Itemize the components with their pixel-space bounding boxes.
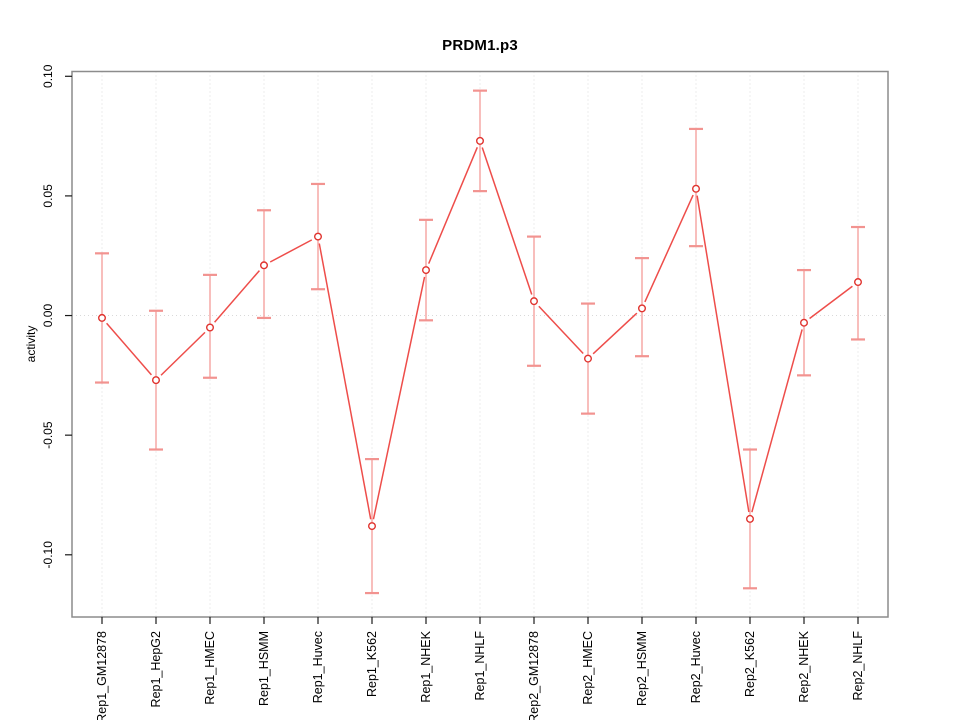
x-tick-label: Rep1_HSMM [257, 631, 271, 706]
y-tick-label: 0.10 [41, 64, 55, 88]
x-tick-label: Rep2_HSMM [635, 631, 649, 706]
y-tick-label: -0.05 [41, 421, 55, 449]
x-tick-label: Rep1_GM12878 [95, 631, 109, 720]
data-point [260, 261, 269, 270]
x-tick-label: Rep1_HMEC [203, 631, 217, 705]
data-point [746, 514, 755, 523]
x-tick-label: Rep1_NHEK [419, 630, 433, 702]
data-point [854, 278, 863, 287]
x-tick-label: Rep2_K562 [743, 631, 757, 697]
data-point [800, 318, 809, 327]
series-line [106, 147, 853, 520]
data-point [151, 376, 160, 385]
data-point [422, 266, 431, 275]
y-axis: -0.10 -0.05 0.00 0.05 0.10 [41, 64, 72, 568]
x-tick-label: Rep2_NHLF [851, 631, 865, 701]
data-point [97, 313, 106, 322]
y-tick-label: 0.05 [41, 184, 55, 208]
x-tick-label: Rep2_GM12878 [527, 631, 541, 720]
y-tick-label: -0.10 [41, 541, 55, 569]
x-tick-label: Rep2_Huvec [689, 631, 703, 703]
data-point [584, 354, 593, 363]
x-tick-label: Rep1_K562 [365, 631, 379, 697]
x-tick-label: Rep1_Huvec [311, 631, 325, 703]
x-tick-label: Rep1_HepG2 [149, 631, 163, 707]
x-tick-label: Rep1_NHLF [473, 631, 487, 701]
data-point [692, 184, 701, 193]
data-points [97, 136, 863, 531]
data-point [314, 232, 323, 241]
data-point [476, 136, 485, 145]
data-point [205, 323, 214, 332]
x-tick-label: Rep2_HMEC [581, 631, 595, 705]
x-tick-label: Rep2_NHEK [797, 630, 811, 702]
data-point [368, 522, 377, 531]
data-point [638, 304, 647, 313]
data-point [530, 297, 539, 306]
x-axis: Rep1_GM12878 Rep1_HepG2 Rep1_HMEC Rep1_HSMM… [95, 617, 865, 720]
chart-title: PRDM1.p3 [442, 37, 518, 54]
y-tick-label: 0.00 [41, 304, 55, 328]
